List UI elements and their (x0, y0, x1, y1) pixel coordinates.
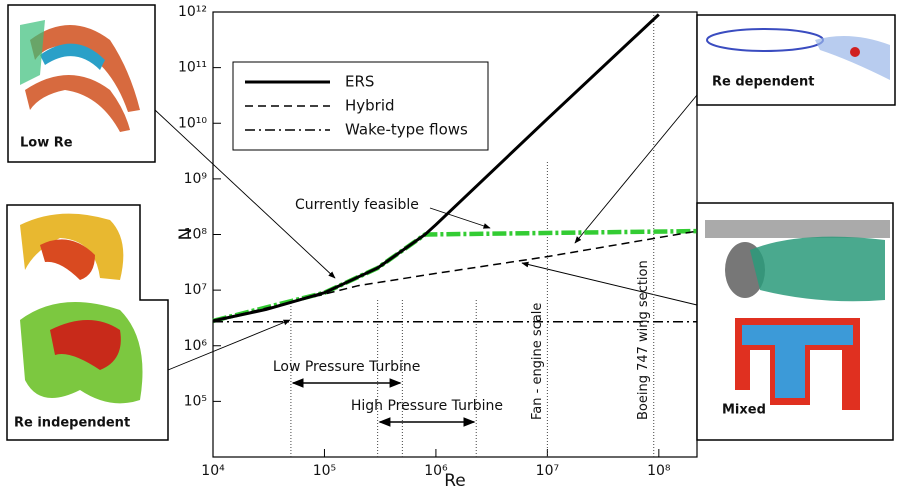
range-label: High Pressure Turbine (351, 398, 503, 414)
x-tick-label: 10⁷ (536, 463, 559, 479)
inset-label: Re dependent (712, 75, 814, 90)
pointer-arrow (167, 319, 291, 371)
inset-re-independent: Re independent (6, 204, 169, 441)
y-axis-label: N (176, 228, 196, 241)
legend: ERS Hybrid Wake-type flows (245, 73, 468, 139)
pointer-arrow (154, 109, 336, 279)
inset-image (750, 236, 885, 302)
legend-label: ERS (345, 73, 374, 91)
x-tick-label: 10⁶ (424, 463, 448, 479)
y-tick-label: 10¹¹ (178, 60, 207, 76)
inset-image (50, 320, 121, 370)
inset-image (40, 239, 95, 280)
y-tick-label: 10¹⁰ (178, 115, 207, 131)
x-tick-label: 10⁴ (201, 463, 225, 479)
inset-mixed: Mixed (696, 202, 894, 441)
inset-image (850, 47, 860, 57)
inset-image (40, 43, 105, 70)
inset-label: Low Re (20, 136, 73, 151)
inset-image (25, 75, 130, 132)
y-tick-label: 10⁷ (184, 282, 207, 298)
pointer-arrows (154, 94, 698, 371)
inset-image (815, 36, 890, 80)
y-tick-label: 10⁸ (184, 227, 208, 243)
marker-label: Boeing 747 wing section (636, 260, 651, 420)
inset-image (705, 220, 890, 238)
series-annotation: Currently feasible (295, 197, 419, 213)
inset-label: Mixed (722, 403, 766, 418)
marker-label: Fan - engine scale (530, 303, 545, 420)
series-line (212, 230, 698, 322)
inset-image (30, 25, 140, 112)
pointer-arrow (574, 94, 698, 244)
inset-re-dependent: Re dependent (696, 14, 896, 106)
inset-image (20, 20, 45, 85)
pointer-arrow (429, 207, 491, 229)
x-axis-label: Re (444, 471, 466, 491)
x-tick-label: 10⁵ (313, 463, 336, 479)
legend-label: Hybrid (345, 97, 395, 115)
y-tick-label: 10⁹ (184, 171, 208, 187)
range-label: Low Pressure Turbine (273, 359, 421, 375)
series-line (212, 228, 698, 324)
y-tick-label: 10⁶ (184, 338, 208, 354)
y-tick-label: 10⁵ (184, 393, 207, 409)
inset-label: Re independent (14, 416, 130, 431)
inset-low-re: Low Re (7, 4, 156, 163)
pointer-arrow (521, 261, 698, 306)
series-line (212, 13, 660, 323)
y-tick-label: 10¹² (178, 4, 207, 20)
inset-image (20, 213, 124, 280)
x-tick-label: 10⁸ (647, 463, 671, 479)
inset-image (742, 325, 853, 398)
legend-label: Wake-type flows (345, 121, 468, 139)
